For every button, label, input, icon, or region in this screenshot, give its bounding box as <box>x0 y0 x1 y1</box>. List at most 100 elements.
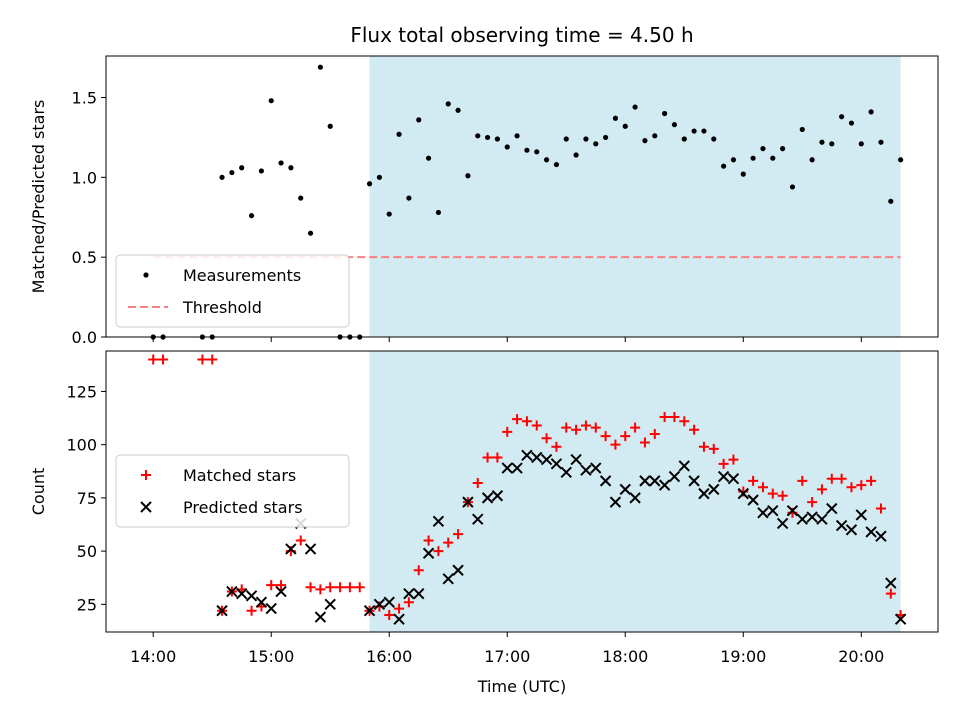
data-point <box>748 475 759 486</box>
data-point <box>629 492 641 504</box>
y-axis-label: Matched/Predicted stars <box>29 100 48 294</box>
data-point <box>708 443 719 454</box>
data-point <box>406 195 412 201</box>
legend-label: Threshold <box>182 298 262 317</box>
data-point <box>806 511 818 523</box>
data-point <box>512 414 523 425</box>
data-point <box>540 453 553 466</box>
data-point <box>632 104 638 110</box>
data-point <box>799 126 805 133</box>
data-point <box>583 136 589 142</box>
data-point <box>602 134 609 141</box>
data-point <box>335 582 346 593</box>
data-point <box>885 588 896 599</box>
data-point <box>767 504 779 517</box>
data-point <box>524 147 530 153</box>
data-point <box>432 515 445 528</box>
data-point <box>492 452 503 463</box>
data-point <box>442 573 454 585</box>
data-point <box>865 526 877 538</box>
data-point <box>708 483 720 496</box>
data-point <box>737 487 749 500</box>
data-point <box>366 181 373 187</box>
data-point <box>288 165 294 171</box>
y-tick-label: 125 <box>66 382 97 401</box>
data-point <box>229 169 235 176</box>
data-point <box>619 483 631 496</box>
data-point <box>246 605 257 616</box>
data-point <box>504 144 510 150</box>
data-point <box>826 502 838 515</box>
observing-window-shade <box>369 56 901 337</box>
data-point <box>325 582 336 593</box>
data-point <box>226 585 238 598</box>
legend-marker <box>143 272 149 278</box>
data-point <box>433 546 444 557</box>
data-point <box>855 509 867 521</box>
data-point <box>590 422 601 433</box>
data-point <box>839 114 845 120</box>
data-point <box>455 107 461 113</box>
data-point <box>491 490 504 502</box>
data-point <box>797 475 808 486</box>
data-point <box>531 451 543 464</box>
data-point <box>553 161 560 168</box>
data-point <box>885 577 897 589</box>
data-point <box>216 605 228 617</box>
observing-window-shade <box>369 351 901 632</box>
data-point <box>376 174 382 180</box>
data-point <box>416 117 422 123</box>
data-point <box>422 547 435 559</box>
data-point <box>354 582 365 593</box>
data-point <box>534 149 540 155</box>
data-point <box>453 529 464 540</box>
legend-box <box>115 454 350 528</box>
y-tick-label: 0.0 <box>72 328 97 347</box>
data-point <box>236 587 248 600</box>
data-point <box>770 155 776 161</box>
data-point <box>403 587 415 600</box>
data-point <box>688 475 700 487</box>
data-point <box>856 480 867 491</box>
data-point <box>550 458 563 470</box>
data-point <box>563 136 569 142</box>
data-point <box>826 473 837 484</box>
data-point <box>846 482 857 493</box>
legend-box <box>115 254 350 328</box>
x-tick-label: 14:00 <box>130 647 176 666</box>
data-point <box>866 475 877 486</box>
data-point <box>475 133 481 139</box>
data-point <box>789 184 796 190</box>
data-point <box>573 152 579 158</box>
data-point <box>875 503 886 514</box>
x-tick-label: 20:00 <box>838 647 884 666</box>
data-point <box>268 98 274 104</box>
data-point <box>413 565 424 576</box>
data-point <box>570 453 582 466</box>
data-point <box>295 535 306 546</box>
data-point <box>465 173 471 179</box>
data-point <box>809 157 815 163</box>
data-point <box>344 582 355 593</box>
data-point <box>757 507 769 519</box>
data-point <box>760 146 766 152</box>
data-point <box>717 470 730 483</box>
data-point <box>373 598 386 611</box>
top-panel-ratio: 0.0 0.5 1.0 1.5 Matched/Predicted stars Measu… <box>29 55 939 347</box>
data-point <box>571 424 582 435</box>
data-point <box>383 596 395 608</box>
data-point <box>681 136 687 142</box>
data-point <box>386 211 392 217</box>
data-point <box>266 580 277 591</box>
data-point <box>721 163 727 169</box>
data-point <box>691 128 697 134</box>
bottom-panel-counts: 25 50 75 100 125 14:00 15:00 16:00 17:00 18:00 19:… <box>29 350 939 666</box>
chart-title: Flux total observing time = 4.50 h <box>350 23 693 47</box>
data-point <box>327 123 333 129</box>
data-point <box>642 138 648 144</box>
data-point <box>698 487 710 500</box>
data-point <box>816 484 827 495</box>
legend-marker <box>141 470 151 480</box>
data-point <box>285 543 297 555</box>
